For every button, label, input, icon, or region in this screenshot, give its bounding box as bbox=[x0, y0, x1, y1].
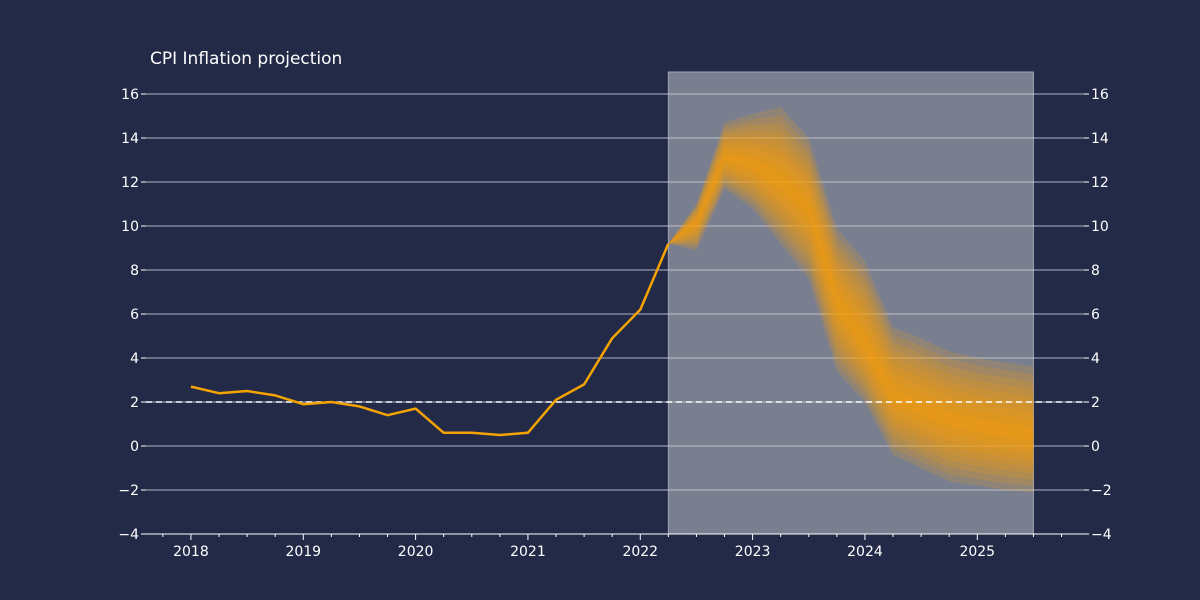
fan-band bbox=[668, 150, 1034, 448]
y-tick-label-right: 0 bbox=[1091, 439, 1100, 455]
y-tick-label-left: 12 bbox=[121, 175, 139, 191]
y-tick-label-left: 4 bbox=[130, 351, 139, 367]
y-tick-label-right: 6 bbox=[1091, 307, 1100, 323]
fan-band bbox=[668, 115, 1034, 486]
y-tick-label-left: −2 bbox=[118, 483, 139, 499]
fan-band bbox=[668, 123, 1034, 480]
x-tick-label: 2019 bbox=[285, 544, 321, 560]
fan-band bbox=[668, 141, 1034, 461]
y-tick-label-right: 12 bbox=[1091, 175, 1109, 191]
y-tick-label-right: 10 bbox=[1091, 219, 1109, 235]
x-tick-label: 2020 bbox=[398, 544, 434, 560]
y-tick-label-right: 8 bbox=[1091, 263, 1100, 279]
x-tick-label: 2023 bbox=[735, 544, 771, 560]
y-tick-label-right: −2 bbox=[1091, 483, 1112, 499]
y-tick-label-right: 16 bbox=[1091, 87, 1109, 103]
x-tick-label: 2025 bbox=[959, 544, 995, 560]
y-tick-label-right: −4 bbox=[1091, 527, 1112, 543]
y-tick-label-left: 16 bbox=[121, 87, 139, 103]
y-tick-label-right: 2 bbox=[1091, 395, 1100, 411]
y-tick-label-left: 10 bbox=[121, 219, 139, 235]
fan-band bbox=[668, 146, 1034, 455]
y-tick-label-right: 14 bbox=[1091, 131, 1109, 147]
y-tick-label-right: 4 bbox=[1091, 351, 1100, 367]
y-tick-label-left: 2 bbox=[130, 395, 139, 411]
series-line bbox=[190, 243, 670, 437]
x-tick-label: 2022 bbox=[622, 544, 658, 560]
y-tick-label-left: 0 bbox=[130, 439, 139, 455]
fan-band bbox=[668, 136, 1034, 467]
y-tick-label-left: −4 bbox=[118, 527, 139, 543]
x-tick-label: 2021 bbox=[510, 544, 546, 560]
x-tick-label: 2024 bbox=[847, 544, 883, 560]
y-tick-label-left: 8 bbox=[130, 263, 139, 279]
y-tick-label-left: 6 bbox=[130, 307, 139, 323]
y-tick-label-left: 14 bbox=[121, 131, 139, 147]
fan-band bbox=[668, 130, 1034, 474]
x-tick-label: 2018 bbox=[173, 544, 209, 560]
chart-title: CPI Inflation projection bbox=[150, 49, 342, 69]
projection-region bbox=[667, 71, 1034, 535]
fan-band bbox=[668, 107, 1034, 493]
